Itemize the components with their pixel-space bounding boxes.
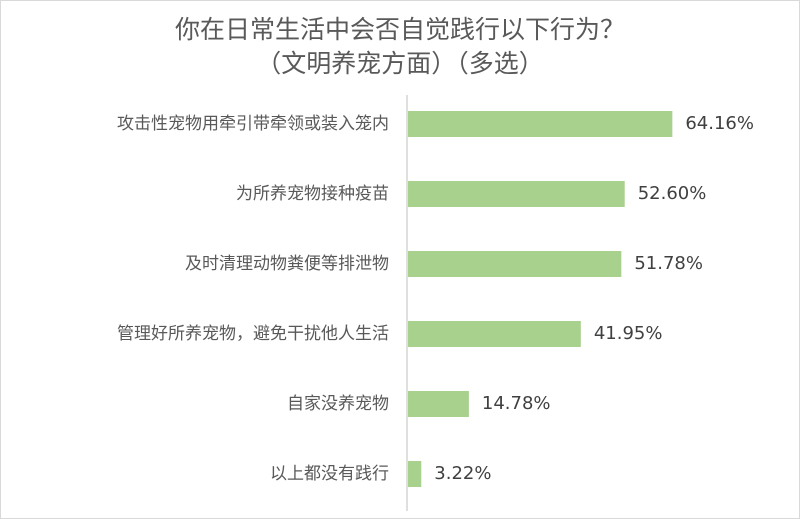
value-label-4: 14.78% <box>482 393 551 414</box>
bar-0 <box>408 111 673 137</box>
value-label-3: 41.95% <box>594 323 663 344</box>
category-label-3: 管理好所养宠物，避免干扰他人生活 <box>117 324 389 344</box>
bar-1 <box>408 181 625 207</box>
bar-5 <box>408 461 422 487</box>
category-label-2: 及时清理动物粪便等排泄物 <box>185 254 389 274</box>
value-label-5: 3.22% <box>434 463 491 484</box>
value-label-1: 52.60% <box>638 183 707 204</box>
category-label-1: 为所养宠物接种疫苗 <box>236 184 389 204</box>
category-label-0: 攻击性宠物用牵引带牵领或装入笼内 <box>117 114 389 134</box>
value-label-0: 64.16% <box>685 113 754 134</box>
value-label-2: 51.78% <box>634 253 703 274</box>
bar-2 <box>408 251 622 277</box>
bar-4 <box>408 391 469 417</box>
chart-title: 你在日常生活中会否自觉践行以下行为？ （文明养宠方面）（多选） <box>174 15 625 78</box>
category-label-4: 自家没养宠物 <box>287 394 389 414</box>
bars-group <box>408 111 673 487</box>
category-labels-group: 攻击性宠物用牵引带牵领或装入笼内为所养宠物接种疫苗及时清理动物粪便等排泄物管理好… <box>117 114 389 484</box>
bar-3 <box>408 321 581 347</box>
value-labels-group: 64.16% 52.60% 51.78% 41.95% 14.78% 3.22% <box>434 113 754 484</box>
category-label-5: 以上都没有践行 <box>270 464 389 484</box>
